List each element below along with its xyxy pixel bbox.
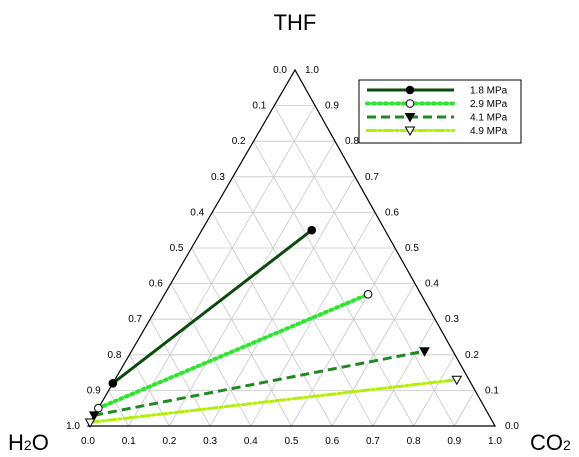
series-point-1 [94, 403, 103, 413]
grid-line [291, 247, 396, 427]
grid-line [273, 105, 455, 427]
series-point-2 [419, 347, 430, 357]
grid-lines [108, 105, 476, 427]
apex-label-top: THF [274, 10, 317, 35]
grid-line [372, 318, 436, 427]
tick-label-left: 0.5 [170, 243, 184, 254]
series-group [84, 225, 463, 428]
tick-label-left: 0.3 [211, 172, 225, 183]
tick-label-left: 0.4 [190, 207, 204, 218]
legend-label: 4.1 MPa [470, 113, 508, 124]
legend-label: 2.9 MPa [470, 99, 508, 110]
legend-marker [405, 99, 415, 108]
tick-label-right: 1.0 [305, 65, 319, 76]
series-point-0 [307, 225, 317, 235]
legend-label: 4.9 MPa [470, 126, 508, 137]
tick-label-bottom: 0.0 [81, 436, 95, 447]
tick-label-bottom: 0.6 [325, 436, 339, 447]
apex-label-bottom-left-tail: O [32, 430, 49, 455]
series-point-3 [451, 375, 463, 386]
grid-line [191, 247, 292, 427]
series-point-2 [88, 411, 100, 421]
tick-label-bottom: 0.7 [366, 436, 380, 447]
tick-label-right: 0.7 [365, 172, 379, 183]
triangle-frame [86, 68, 497, 427]
apex-label-bottom-left-main: H [8, 430, 24, 455]
tick-label-bottom: 0.8 [407, 436, 421, 447]
tick-label-left: 0.9 [87, 385, 101, 396]
tick-label-left: 1.0 [66, 421, 80, 432]
tick-label-left: 0.1 [252, 101, 266, 112]
tick-label-bottom: 0.5 [285, 436, 299, 447]
tick-label-right: 0.8 [345, 136, 359, 147]
apex-label-bottom-right-main: CO [530, 430, 563, 455]
legend-label: 1.8 MPa [470, 86, 508, 97]
grid-line [232, 176, 374, 427]
series-line-3 [88, 378, 459, 424]
series-point-0 [108, 378, 118, 388]
tick-label-right: 0.3 [445, 314, 459, 325]
grid-line [453, 390, 476, 427]
tick-label-right: 0.2 [465, 350, 479, 361]
triangle-outline [86, 68, 497, 427]
grid-line [413, 354, 456, 427]
series-point-1 [363, 289, 373, 299]
tick-label-right: 0.6 [385, 207, 399, 218]
tick-label-left: 0.8 [107, 350, 121, 361]
legend-marker [405, 85, 415, 95]
tick-label-right: 0.9 [325, 101, 339, 112]
apex-label-bottom-right-sub: 2 [563, 437, 571, 453]
tick-label-bottom: 1.0 [488, 436, 502, 447]
tick-label-left: 0.0 [273, 65, 287, 76]
tick-label-right: 0.4 [425, 279, 439, 290]
apex-label-bottom-right: CO2 [530, 430, 571, 455]
tick-label-right: 0.5 [405, 243, 419, 254]
legend-marker [404, 113, 416, 123]
series-point-3 [84, 418, 96, 428]
tick-label-bottom: 0.2 [162, 436, 176, 447]
legend-marker [404, 126, 416, 137]
grid-line [170, 283, 252, 427]
tick-label-right: 0.0 [505, 421, 519, 432]
tick-label-bottom: 0.3 [203, 436, 217, 447]
grid-line [209, 176, 356, 427]
apex-label-bottom-left-sub: 2 [24, 437, 32, 453]
grid-line [128, 105, 316, 427]
series-line-0 [111, 229, 313, 385]
tick-labels: 0.0 0.1 0.2 0.3 0.4 0.5 0.6 0.7 0.8 0.9 1.0 1.0 0.9 0… [66, 65, 519, 447]
grid-line [108, 390, 130, 427]
tick-label-left: 0.2 [232, 136, 246, 147]
series-line-2 [93, 349, 425, 417]
tick-label-right: 0.1 [485, 385, 499, 396]
tick-label-bottom: 0.1 [122, 436, 136, 447]
series-line-1 [96, 292, 371, 411]
grid-line [331, 283, 416, 427]
tick-label-left: 0.6 [149, 279, 163, 290]
apex-label-bottom-left: H2O [8, 430, 49, 455]
legend: 1.8 MPa 2.9 MPa 4.1 MPa 4.9 MPa [358, 79, 522, 144]
tick-label-left: 0.7 [128, 314, 142, 325]
tick-label-bottom: 0.9 [447, 436, 461, 447]
tick-label-bottom: 0.4 [244, 436, 258, 447]
